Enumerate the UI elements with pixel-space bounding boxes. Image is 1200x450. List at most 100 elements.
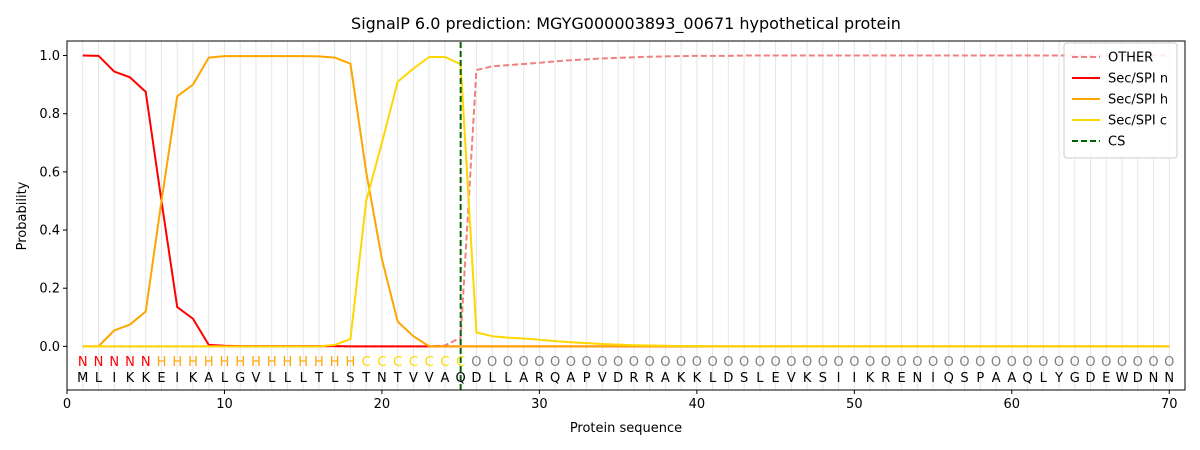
region-label: O bbox=[1148, 355, 1158, 370]
region-label: O bbox=[1070, 355, 1080, 370]
y-tick-label: 0.2 bbox=[39, 282, 60, 297]
residue-letter: T bbox=[393, 371, 402, 386]
region-label: O bbox=[786, 355, 796, 370]
region-label: O bbox=[881, 355, 891, 370]
residue-letter: E bbox=[897, 371, 905, 386]
residue-letter: A bbox=[992, 371, 1001, 386]
residue-letter: D bbox=[1086, 371, 1096, 386]
y-tick-label: 0.8 bbox=[39, 107, 60, 122]
series-line-other bbox=[82, 54, 1170, 348]
legend-entry: Sec/SPI n bbox=[1108, 72, 1168, 87]
residue-letter: L bbox=[1040, 371, 1048, 386]
region-label: C bbox=[440, 355, 449, 370]
region-label: H bbox=[283, 355, 293, 370]
region-label: H bbox=[314, 355, 324, 370]
region-label: C bbox=[393, 355, 402, 370]
region-label: O bbox=[566, 355, 576, 370]
region-label: O bbox=[944, 355, 954, 370]
region-label: O bbox=[739, 355, 749, 370]
residue-letter: G bbox=[235, 371, 245, 386]
residue-letter: N bbox=[377, 371, 387, 386]
x-tick-label: 20 bbox=[374, 397, 391, 412]
region-label: O bbox=[818, 355, 828, 370]
residue-letter: R bbox=[535, 371, 544, 386]
residue-letter: V bbox=[409, 371, 418, 386]
residue-letter: D bbox=[471, 371, 481, 386]
region-label: O bbox=[645, 355, 655, 370]
residue-letter: W bbox=[1116, 371, 1129, 386]
residue-letter: V bbox=[787, 371, 796, 386]
residue-letter: S bbox=[740, 371, 748, 386]
region-label: N bbox=[94, 355, 104, 370]
y-tick-label: 1.0 bbox=[39, 49, 60, 64]
residue-letter: I bbox=[175, 371, 179, 386]
x-tick-label: 70 bbox=[1161, 397, 1178, 412]
residue-letter: E bbox=[1102, 371, 1110, 386]
y-tick-label: 0.0 bbox=[39, 340, 60, 355]
chart-title: SignalP 6.0 prediction: MGYG000003893_00… bbox=[351, 14, 901, 34]
region-label: O bbox=[1133, 355, 1143, 370]
residue-letter: I bbox=[112, 371, 116, 386]
residue-letter: Q bbox=[1022, 371, 1032, 386]
y-axis-label: Probability bbox=[15, 181, 30, 250]
x-tick-label: 10 bbox=[216, 397, 233, 412]
residue-letter: P bbox=[976, 371, 984, 386]
residue-letter: A bbox=[1007, 371, 1016, 386]
region-label: N bbox=[125, 355, 135, 370]
residue-letter: K bbox=[677, 371, 686, 386]
region-label: O bbox=[849, 355, 859, 370]
residue-letter: E bbox=[157, 371, 165, 386]
region-label: O bbox=[597, 355, 607, 370]
region-label: O bbox=[770, 355, 780, 370]
region-label: O bbox=[1117, 355, 1127, 370]
region-label: N bbox=[78, 355, 88, 370]
region-label: H bbox=[251, 355, 261, 370]
region-label: O bbox=[676, 355, 686, 370]
residue-letter: A bbox=[661, 371, 670, 386]
residue-letter: L bbox=[504, 371, 512, 386]
axis-ticks: 0 10 20 30 40 50 60 70 0.0 0.2 0.4 0.6 0.8 1.0 bbox=[39, 49, 1177, 412]
y-tick-label: 0.4 bbox=[39, 224, 60, 239]
residue-letter: A bbox=[440, 371, 449, 386]
region-label: O bbox=[629, 355, 639, 370]
legend: OTHER Sec/SPI n Sec/SPI h Sec/SPI c CS bbox=[1063, 42, 1178, 159]
sequence-annotation: NMNLNINKNKHEHIHKHAHLHGHVHLHLHLHTHLHSCTCN… bbox=[77, 355, 1174, 386]
region-label: O bbox=[723, 355, 733, 370]
region-label: H bbox=[188, 355, 198, 370]
region-label: O bbox=[896, 355, 906, 370]
region-label: O bbox=[865, 355, 875, 370]
residue-letter: G bbox=[1070, 371, 1080, 386]
residue-letter: V bbox=[598, 371, 607, 386]
region-label: O bbox=[928, 355, 938, 370]
region-label: H bbox=[267, 355, 277, 370]
residue-letter: K bbox=[693, 371, 702, 386]
plot-frame bbox=[66, 40, 1186, 391]
region-label: N bbox=[109, 355, 119, 370]
residue-letter: T bbox=[361, 371, 370, 386]
x-tick-label: 50 bbox=[846, 397, 863, 412]
residue-letter: D bbox=[723, 371, 733, 386]
legend-entry: Sec/SPI h bbox=[1108, 93, 1168, 108]
region-label: C bbox=[425, 355, 434, 370]
region-label: O bbox=[975, 355, 985, 370]
residue-letter: L bbox=[709, 371, 717, 386]
region-label: O bbox=[991, 355, 1001, 370]
residue-letter: R bbox=[645, 371, 654, 386]
residue-letter: Y bbox=[1054, 371, 1063, 386]
residue-letter: V bbox=[252, 371, 261, 386]
region-label: H bbox=[346, 355, 356, 370]
residue-letter: R bbox=[629, 371, 638, 386]
residue-letter: D bbox=[613, 371, 623, 386]
region-label: O bbox=[755, 355, 765, 370]
region-label: O bbox=[582, 355, 592, 370]
residue-letter: E bbox=[771, 371, 779, 386]
residue-letter: N bbox=[1164, 371, 1174, 386]
legend-box bbox=[1063, 42, 1178, 159]
legend-entry: OTHER bbox=[1108, 51, 1153, 66]
region-label: H bbox=[157, 355, 167, 370]
residue-letter: S bbox=[960, 371, 968, 386]
series-layer bbox=[82, 41, 1170, 390]
residue-letter: L bbox=[756, 371, 764, 386]
region-label: C bbox=[409, 355, 418, 370]
